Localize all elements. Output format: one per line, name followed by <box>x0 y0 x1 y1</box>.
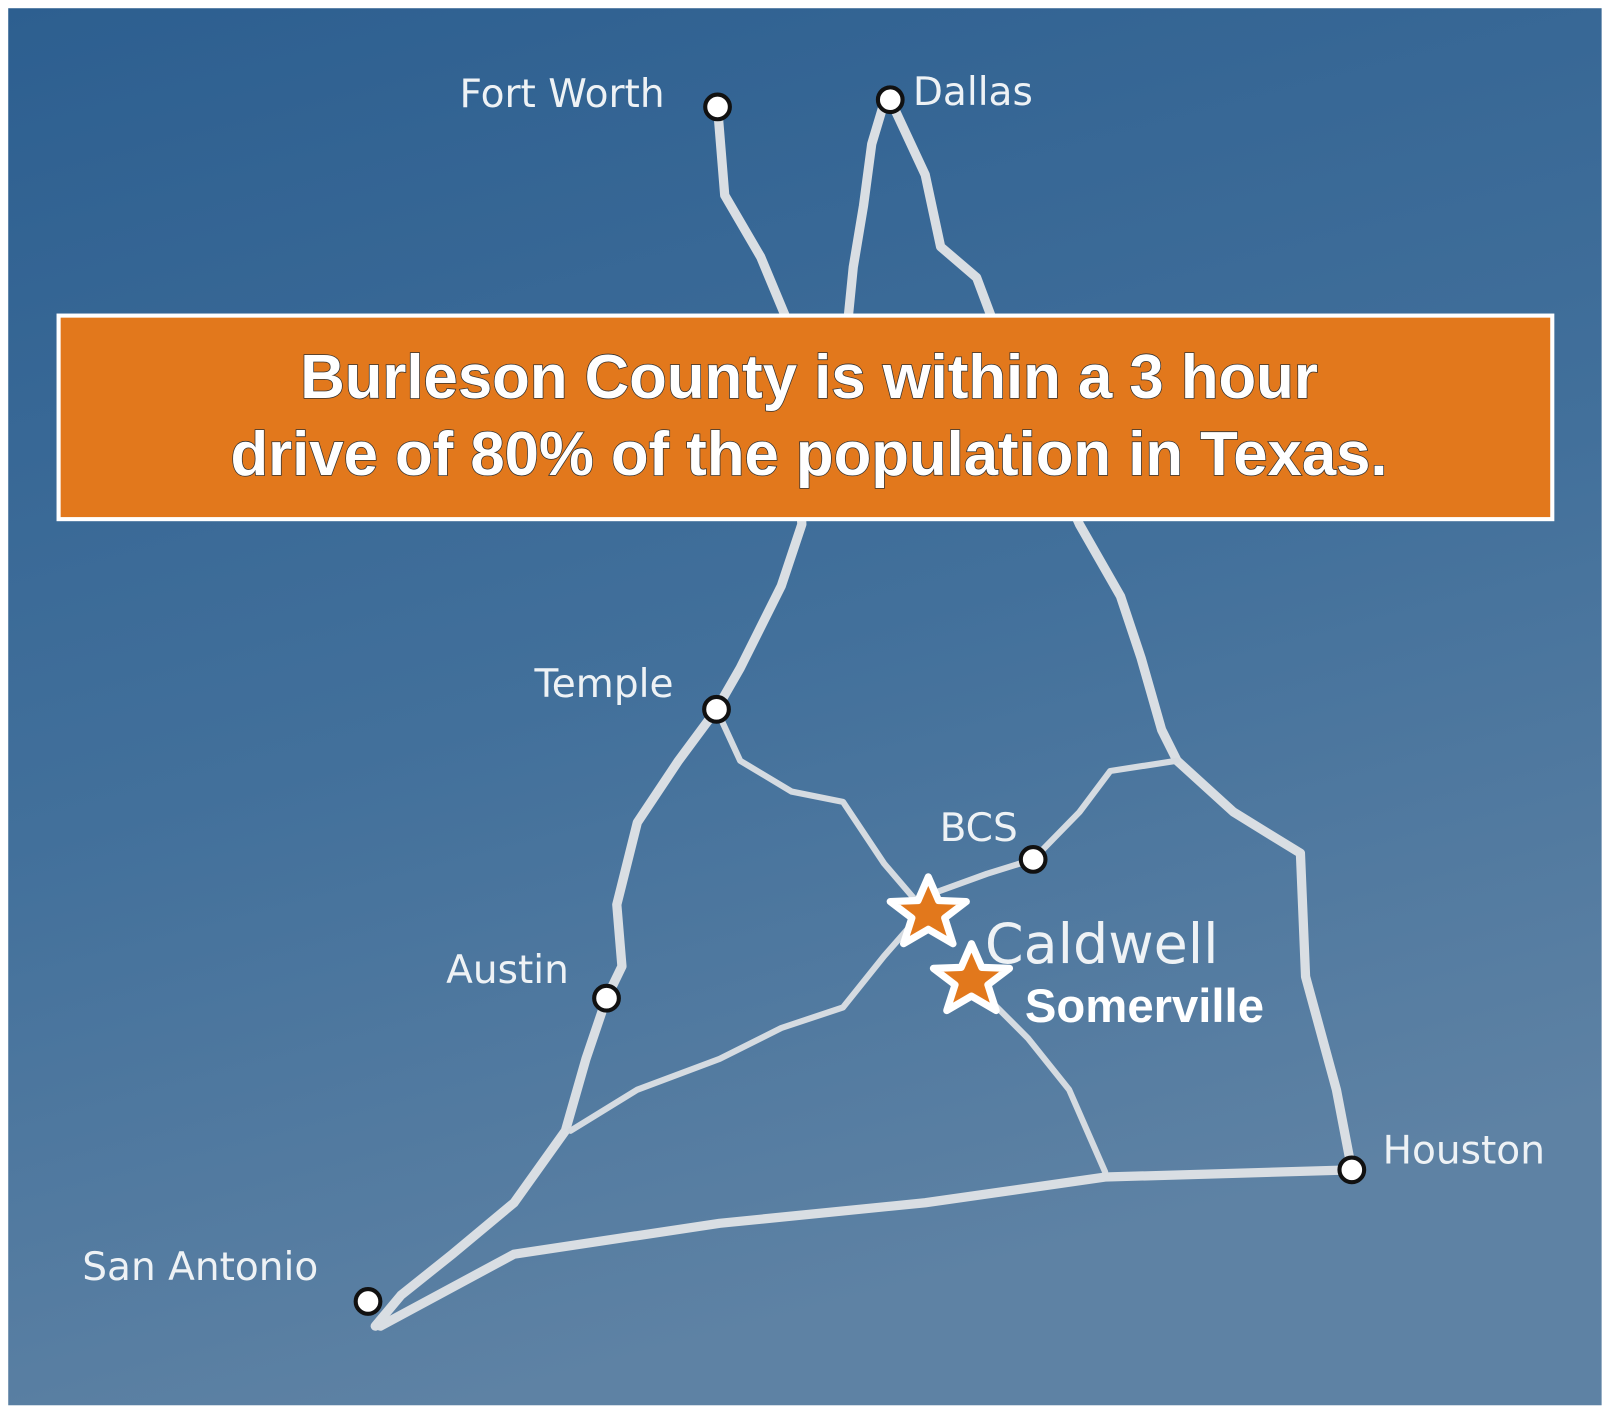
temple-label: Temple <box>534 662 674 707</box>
population-banner: Burleson County is within a 3 hour drive… <box>56 313 1555 522</box>
road-bcs-junction <box>1030 757 1181 863</box>
road-somerville-south <box>978 988 1109 1176</box>
houston-marker <box>1337 1155 1367 1185</box>
bcs-marker <box>1018 845 1048 874</box>
austin-label: Austin <box>446 948 569 993</box>
san-antonio-label: San Antonio <box>82 1245 318 1290</box>
fort-worth-marker <box>703 92 732 122</box>
caldwell-label: Caldwell <box>985 912 1219 977</box>
roads <box>370 95 1357 1331</box>
dallas-label: Dallas <box>913 70 1033 115</box>
houston-label: Houston <box>1383 1129 1545 1174</box>
dallas-marker <box>875 85 905 115</box>
road-temple-caldwell <box>713 706 919 903</box>
road-san-antonio-houston <box>375 1165 1357 1331</box>
bcs-label: BCS <box>940 806 1018 851</box>
road-temple-san-antonio <box>370 704 722 1331</box>
banner-line-2: drive of 80% of the population in Texas. <box>230 420 1387 489</box>
banner-line-1: Burleson County is within a 3 hour <box>300 343 1318 412</box>
caldwell-star-icon <box>886 873 970 948</box>
road-caldwell-bcs <box>927 856 1037 898</box>
fort-worth-label: Fort Worth <box>460 72 665 117</box>
somerville-star-icon <box>929 940 1014 1015</box>
road-caldwell-southwest <box>567 911 924 1134</box>
somerville-label: Somerville <box>1025 980 1264 1033</box>
san-antonio-marker <box>353 1287 383 1316</box>
map-background <box>8 8 1602 1406</box>
austin-marker <box>592 983 621 1013</box>
temple-marker <box>702 694 731 724</box>
road-dallas-houston <box>885 95 1357 1175</box>
